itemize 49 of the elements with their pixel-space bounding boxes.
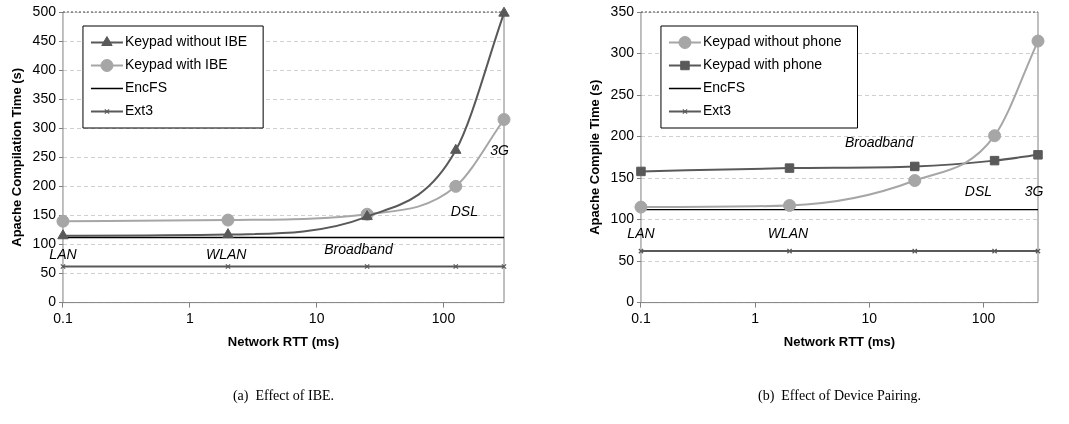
y-tick-label: 400 bbox=[32, 60, 57, 77]
y-tick-label: 0 bbox=[626, 293, 635, 310]
y-tick-label: 150 bbox=[32, 206, 57, 223]
text: (b) Effect of Device Pairing. bbox=[757, 388, 921, 404]
x-tick-label: 1 bbox=[751, 309, 760, 326]
y-tick-label: 200 bbox=[610, 127, 635, 144]
y-axis-title: Apache Compilation Time (s) bbox=[9, 67, 25, 247]
x-tick-label: 1 bbox=[185, 309, 194, 326]
x-tick-label: 0.1 bbox=[631, 309, 651, 326]
annotation: LAN bbox=[627, 225, 656, 242]
legend-label: Ext3 bbox=[124, 102, 154, 119]
y-tick-label: 150 bbox=[610, 168, 635, 185]
x-tick-label: 10 bbox=[861, 309, 878, 326]
x-tick-label: 100 bbox=[431, 309, 456, 326]
legend-label: Keypad without phone bbox=[702, 33, 842, 50]
x-tick-label: 0.1 bbox=[53, 309, 73, 326]
annotation: 3G bbox=[1024, 183, 1044, 200]
y-tick-label: 350 bbox=[32, 90, 57, 107]
x-axis-title: Network RTT (ms) bbox=[227, 333, 340, 349]
x-tick-label: 10 bbox=[308, 309, 325, 326]
legend-label: EncFS bbox=[702, 79, 745, 96]
y-tick-label: 500 bbox=[32, 2, 57, 19]
legend-label: Keypad without IBE bbox=[124, 33, 248, 50]
annotation: Broadband bbox=[844, 133, 915, 150]
y-tick-label: 0 bbox=[48, 293, 57, 310]
legend-label: EncFS bbox=[124, 79, 167, 96]
x-tick-label: 100 bbox=[971, 309, 996, 326]
annotation: DSL bbox=[964, 183, 993, 200]
annotation: 3G bbox=[490, 142, 510, 159]
legend-label: Keypad with IBE bbox=[124, 56, 228, 73]
y-tick-label: 50 bbox=[618, 251, 635, 268]
y-tick-label: 450 bbox=[32, 31, 57, 48]
annotation: WLAN bbox=[205, 245, 248, 262]
x-axis-title: Network RTT (ms) bbox=[783, 333, 896, 349]
y-tick-label: 300 bbox=[610, 44, 635, 61]
annotation: DSL bbox=[450, 203, 478, 220]
annotation: Broadband bbox=[324, 241, 394, 258]
text: (a) Effect of IBE. bbox=[232, 388, 335, 404]
y-tick-label: 250 bbox=[32, 148, 57, 165]
y-tick-label: 350 bbox=[610, 2, 635, 19]
y-tick-label: 100 bbox=[610, 210, 635, 227]
legend-label: Ext3 bbox=[702, 102, 732, 119]
y-tick-label: 50 bbox=[40, 264, 57, 281]
y-tick-label: 250 bbox=[610, 85, 635, 102]
legend-label: Keypad with phone bbox=[702, 56, 823, 73]
annotation: WLAN bbox=[767, 225, 809, 242]
y-axis-title: Apache Compile Time (s) bbox=[587, 79, 603, 235]
y-tick-label: 300 bbox=[32, 119, 57, 136]
y-tick-label: 200 bbox=[32, 177, 57, 194]
